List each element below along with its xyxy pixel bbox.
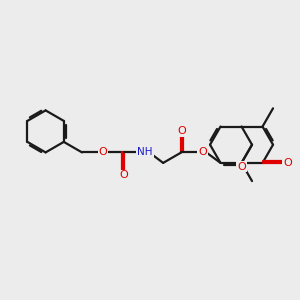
Text: O: O (283, 158, 292, 168)
Text: O: O (99, 147, 107, 158)
Text: NH: NH (137, 147, 153, 158)
Text: O: O (177, 126, 186, 136)
Text: O: O (120, 170, 128, 181)
Text: O: O (237, 161, 246, 172)
Text: O: O (198, 147, 207, 158)
